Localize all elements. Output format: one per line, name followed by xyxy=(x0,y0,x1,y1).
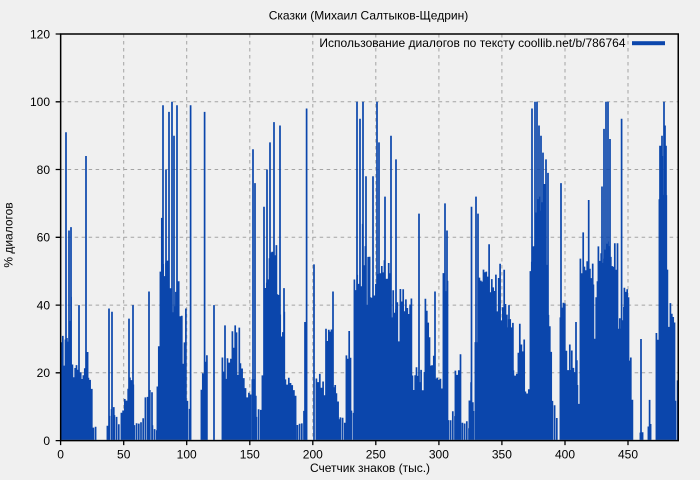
svg-text:50: 50 xyxy=(117,448,131,462)
svg-text:60: 60 xyxy=(37,231,51,245)
svg-text:200: 200 xyxy=(303,448,323,462)
svg-text:300: 300 xyxy=(429,448,449,462)
svg-text:100: 100 xyxy=(30,95,50,109)
svg-text:0: 0 xyxy=(43,434,50,448)
svg-text:% диалогов: % диалогов xyxy=(2,202,16,267)
svg-text:400: 400 xyxy=(555,448,575,462)
svg-text:20: 20 xyxy=(37,366,51,380)
svg-text:40: 40 xyxy=(37,298,51,312)
svg-text:120: 120 xyxy=(30,27,50,41)
svg-text:100: 100 xyxy=(177,448,197,462)
svg-text:350: 350 xyxy=(492,448,512,462)
svg-text:Сказки (Михаил Салтыков-Щедрин: Сказки (Михаил Салтыков-Щедрин) xyxy=(269,9,468,23)
svg-text:150: 150 xyxy=(240,448,260,462)
svg-text:80: 80 xyxy=(37,163,51,177)
svg-text:250: 250 xyxy=(366,448,386,462)
svg-text:Использование диалогов по текс: Использование диалогов по тексту coollib… xyxy=(319,36,625,50)
svg-text:0: 0 xyxy=(57,448,64,462)
svg-text:450: 450 xyxy=(618,448,638,462)
svg-text:Счетчик знаков (тыс.): Счетчик знаков (тыс.) xyxy=(310,461,430,475)
